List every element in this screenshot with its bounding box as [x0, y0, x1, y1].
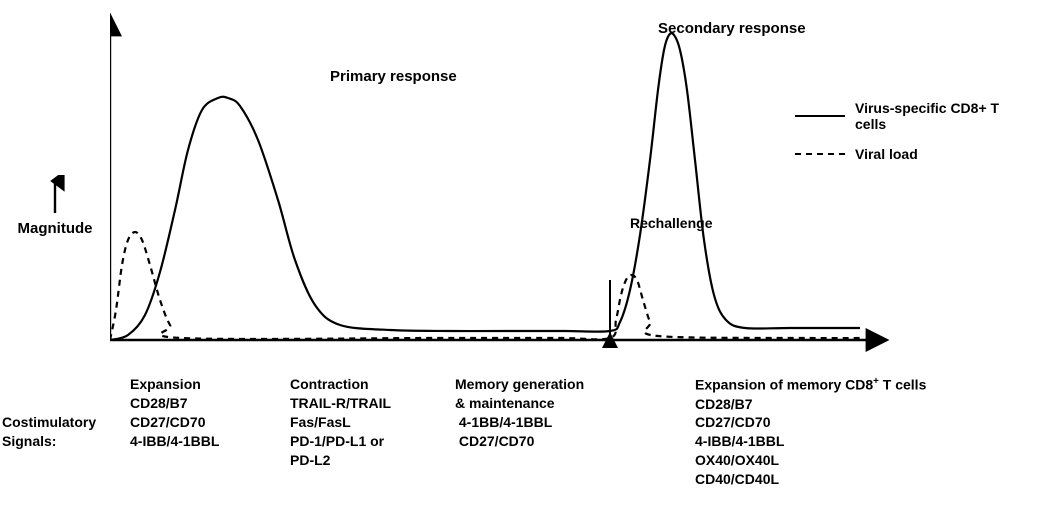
chart-area: Primary response Secondary response Rech… — [110, 10, 1010, 360]
viral-load-curve — [110, 232, 860, 340]
y-axis-label-block: Magnitude — [5, 175, 105, 237]
signals-col-memory: Memory generation& maintenance 4-1BB/4-1… — [455, 375, 695, 489]
legend: Virus-specific CD8+ T cells Viral load — [795, 100, 1025, 176]
signals-col-expansion-memory: Expansion of memory CD8+ T cellsCD28/B7C… — [695, 375, 1035, 489]
primary-response-label: Primary response — [330, 68, 457, 85]
legend-item-viral: Viral load — [795, 146, 1025, 162]
legend-swatch-solid — [795, 115, 845, 117]
secondary-response-label: Secondary response — [658, 20, 806, 37]
rechallenge-label: Rechallenge — [630, 215, 712, 231]
y-axis-label-text: Magnitude — [5, 220, 105, 237]
legend-text-tcells: Virus-specific CD8+ T cells — [855, 100, 1025, 132]
chart-svg — [110, 10, 910, 360]
y-axis-label-arrow — [45, 175, 65, 215]
legend-text-viral: Viral load — [855, 146, 918, 162]
tcells-curve — [110, 33, 860, 340]
legend-swatch-dash — [795, 153, 845, 155]
signals-header: Costimulatory Signals: — [2, 375, 130, 489]
signals-col-expansion: ExpansionCD28/B7CD27/CD704-IBB/4-1BBL — [130, 375, 290, 489]
signals-col-contraction: ContractionTRAIL-R/TRAILFas/FasLPD-1/PD-… — [290, 375, 455, 489]
signals-block: Costimulatory Signals: ExpansionCD28/B7C… — [0, 375, 1050, 489]
legend-item-tcells: Virus-specific CD8+ T cells — [795, 100, 1025, 132]
